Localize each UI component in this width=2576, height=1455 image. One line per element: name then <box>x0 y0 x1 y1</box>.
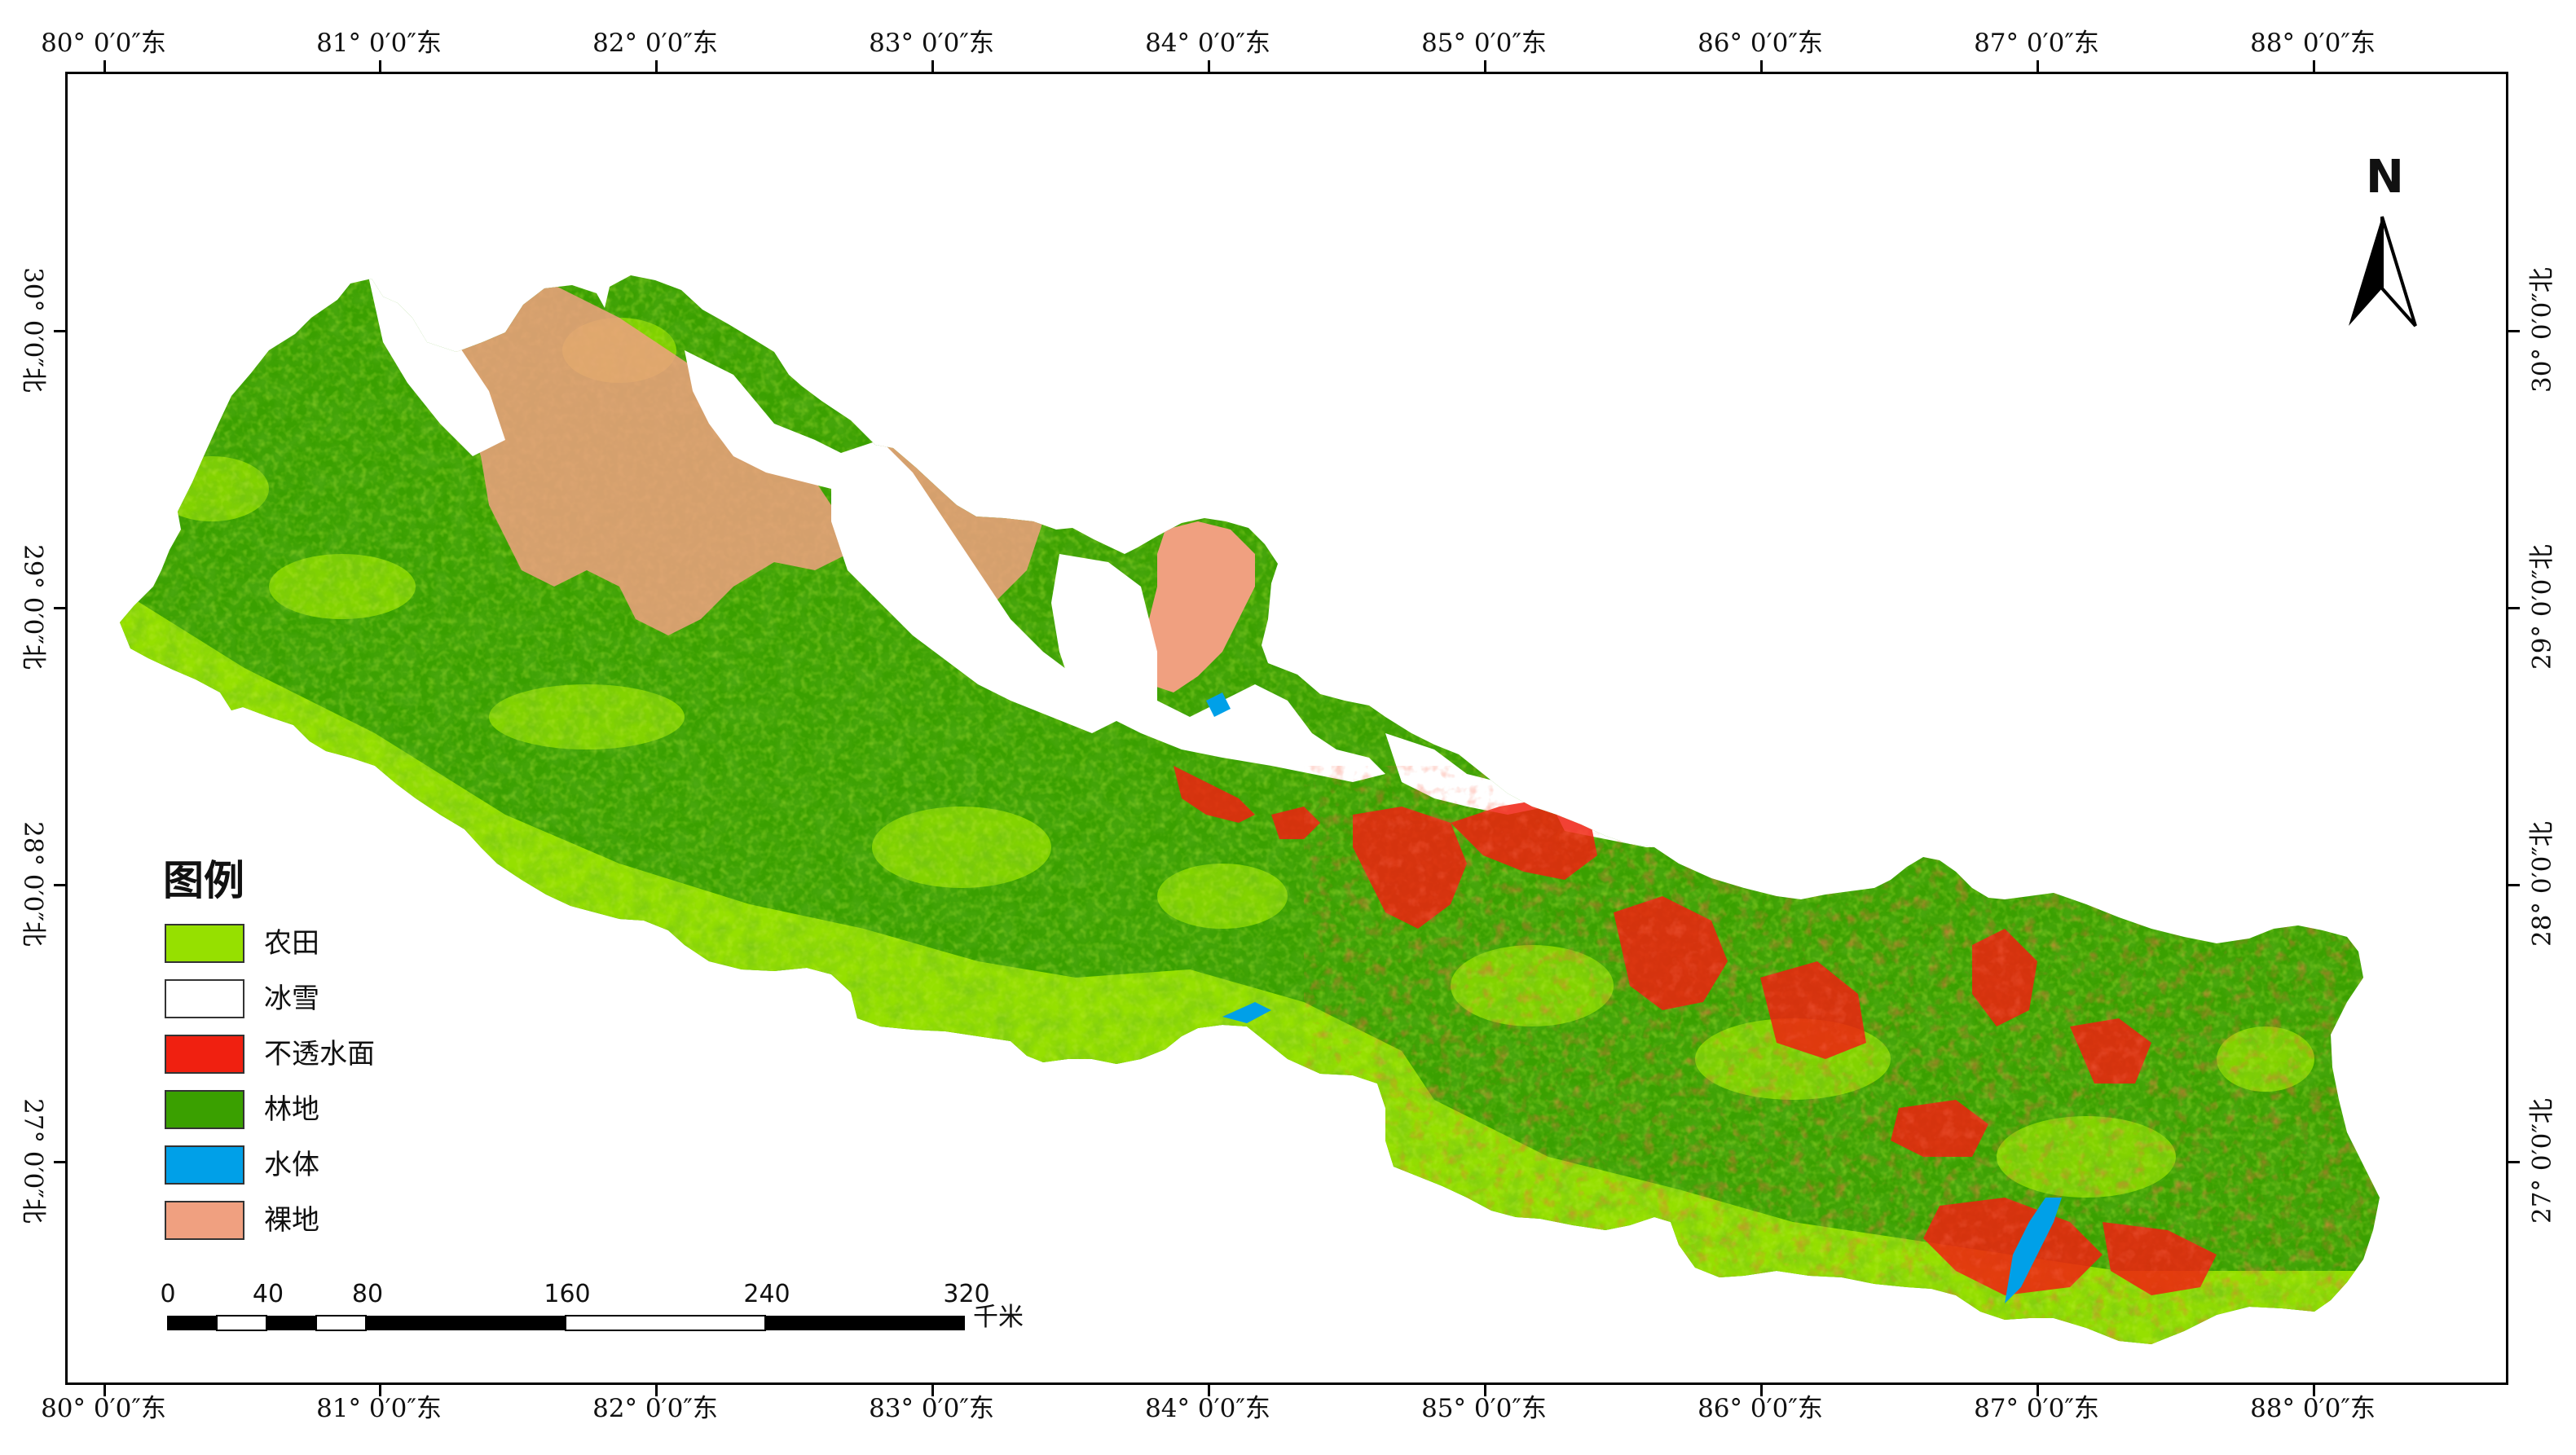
longitude-label-bottom-87: 87° 0′0″东 <box>1974 1394 2099 1423</box>
latitude-label-left-27: 27° 0′0″北 <box>18 1098 48 1224</box>
latitude-label-right-29: 29° 0′0″北 <box>2527 544 2557 670</box>
longitude-label-bottom-85: 85° 0′0″东 <box>1421 1394 1547 1423</box>
legend-swatch-bare <box>165 1201 244 1240</box>
longitude-label-top-81: 81° 0′0″东 <box>316 29 442 58</box>
legend-item-forest: 林地 <box>163 1090 424 1131</box>
tick-right <box>2508 330 2520 332</box>
latitude-label-right-28: 28° 0′0″北 <box>2527 821 2557 947</box>
tick-bottom <box>655 1385 658 1396</box>
tick-bottom <box>931 1385 934 1396</box>
tick-bottom <box>379 1385 381 1396</box>
legend-swatch-snow <box>165 979 244 1018</box>
longitude-label-bottom-86: 86° 0′0″东 <box>1698 1394 1823 1423</box>
tick-top <box>1484 60 1486 72</box>
scale-bar <box>167 1315 965 1331</box>
tick-right <box>2508 1161 2520 1163</box>
longitude-label-top-82: 82° 0′0″东 <box>592 29 718 58</box>
longitude-label-top-83: 83° 0′0″东 <box>869 29 994 58</box>
tick-right <box>2508 607 2520 609</box>
tick-bottom <box>103 1385 106 1396</box>
scale-label-80: 80 <box>351 1280 384 1308</box>
legend-label-impervious: 不透水面 <box>264 1038 375 1070</box>
tick-top <box>1760 60 1763 72</box>
longitude-label-top-85: 85° 0′0″东 <box>1421 29 1547 58</box>
tick-right <box>2508 884 2520 886</box>
legend-swatch-forest <box>165 1090 244 1129</box>
longitude-label-top-84: 84° 0′0″东 <box>1145 29 1270 58</box>
scale-label-40: 40 <box>252 1280 284 1308</box>
tick-bottom <box>1760 1385 1763 1396</box>
legend-label-cropland: 农田 <box>264 927 319 960</box>
tick-bottom <box>2313 1385 2315 1396</box>
north-arrow-label: N <box>2366 151 2404 204</box>
tick-left <box>54 884 65 886</box>
legend-label-forest: 林地 <box>264 1093 319 1126</box>
legend-title: 图例 <box>163 857 244 904</box>
nepal-land-cover <box>120 275 2380 1344</box>
longitude-label-bottom-82: 82° 0′0″东 <box>592 1394 718 1423</box>
legend-item-bare: 裸地 <box>163 1201 424 1242</box>
longitude-label-top-86: 86° 0′0″东 <box>1698 29 1823 58</box>
legend-swatch-impervious <box>165 1035 244 1074</box>
tick-top <box>379 60 381 72</box>
scale-label-320: 320 <box>943 1280 990 1308</box>
legend-item-cropland: 农田 <box>163 924 424 965</box>
longitude-label-top-88: 88° 0′0″东 <box>2250 29 2376 58</box>
tick-left <box>54 607 65 609</box>
tick-top <box>103 60 106 72</box>
bare-land-mustang <box>1141 521 1255 692</box>
tick-bottom <box>1484 1385 1486 1396</box>
longitude-label-top-80: 80° 0′0″东 <box>41 29 166 58</box>
longitude-label-bottom-88: 88° 0′0″东 <box>2250 1394 2376 1423</box>
tick-left <box>54 1161 65 1163</box>
tick-bottom <box>2037 1385 2039 1396</box>
longitude-label-bottom-84: 84° 0′0″东 <box>1145 1394 1270 1423</box>
north-arrow-icon <box>2349 216 2417 327</box>
longitude-label-bottom-83: 83° 0′0″东 <box>869 1394 994 1423</box>
longitude-label-bottom-81: 81° 0′0″东 <box>316 1394 442 1423</box>
legend-swatch-water <box>165 1145 244 1185</box>
tick-top <box>931 60 934 72</box>
bare-land-layer <box>456 275 848 635</box>
scale-label-160: 160 <box>544 1280 591 1308</box>
latitude-label-right-30: 30° 0′0″北 <box>2527 267 2557 393</box>
legend-item-impervious: 不透水面 <box>163 1035 424 1075</box>
water-layer <box>1206 692 2062 1303</box>
tick-left <box>54 330 65 332</box>
legend-label-water: 水体 <box>264 1149 319 1181</box>
scale-label-0: 0 <box>160 1280 176 1308</box>
legend-swatch-cropland <box>165 924 244 963</box>
latitude-label-right-27: 27° 0′0″北 <box>2527 1098 2557 1224</box>
legend: 图例 农田 冰雪 不透水面 林地 水体 裸地 <box>163 860 424 1256</box>
scale-unit: 千米 <box>973 1303 1024 1332</box>
latitude-label-left-30: 30° 0′0″北 <box>18 267 48 393</box>
legend-label-snow: 冰雪 <box>264 982 319 1015</box>
legend-item-snow: 冰雪 <box>163 979 424 1020</box>
latitude-label-left-29: 29° 0′0″北 <box>18 544 48 670</box>
tick-top <box>1208 60 1210 72</box>
scale-label-240: 240 <box>743 1280 790 1308</box>
tick-top <box>655 60 658 72</box>
longitude-label-top-87: 87° 0′0″东 <box>1974 29 2099 58</box>
longitude-label-bottom-80: 80° 0′0″东 <box>41 1394 166 1423</box>
latitude-label-left-28: 28° 0′0″北 <box>18 821 48 947</box>
legend-label-bare: 裸地 <box>264 1204 319 1237</box>
tick-top <box>2313 60 2315 72</box>
legend-item-water: 水体 <box>163 1145 424 1186</box>
tick-top <box>2037 60 2039 72</box>
tick-bottom <box>1208 1385 1210 1396</box>
